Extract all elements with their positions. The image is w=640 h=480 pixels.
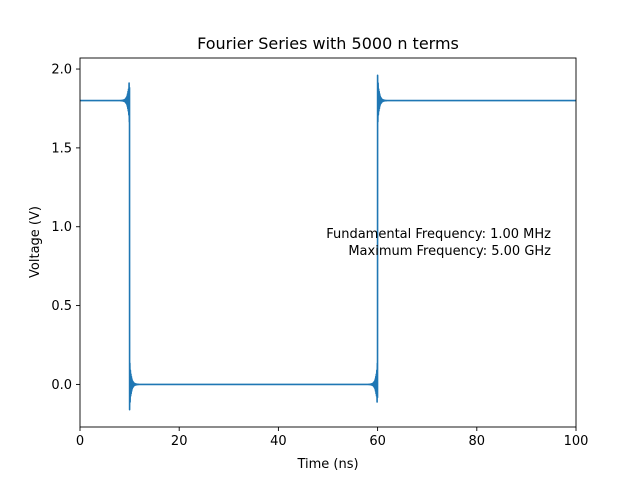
annotation-fundamental-frequency: Fundamental Frequency: 1.00 MHz [326,227,551,242]
y-tick-label: 1.0 [51,220,72,235]
x-tick-label: 40 [270,434,287,449]
x-tick-label: 80 [469,434,486,449]
y-tick-label: 0.5 [51,299,72,314]
y-tick-label: 1.5 [51,141,72,156]
axes-frame [79,57,577,428]
y-tick-label: 0.0 [51,378,72,393]
annotation-maximum-frequency: Maximum Frequency: 5.00 GHz [348,244,551,259]
y-axis-ticks: 0.0 0.5 1.0 1.5 2.0 [51,63,80,393]
series-line-voltage [80,74,576,411]
x-tick-label: 100 [564,434,589,449]
y-tick-label: 2.0 [51,63,72,78]
y-axis-label: Voltage (V) [28,206,43,278]
x-axis-ticks: 0 20 40 60 80 100 [76,427,589,449]
x-tick-label: 20 [171,434,188,449]
x-tick-label: 60 [369,434,386,449]
x-axis-label: Time (ns) [296,457,358,472]
x-tick-label: 0 [76,434,84,449]
chart-title: Fourier Series with 5000 n terms [197,34,459,53]
